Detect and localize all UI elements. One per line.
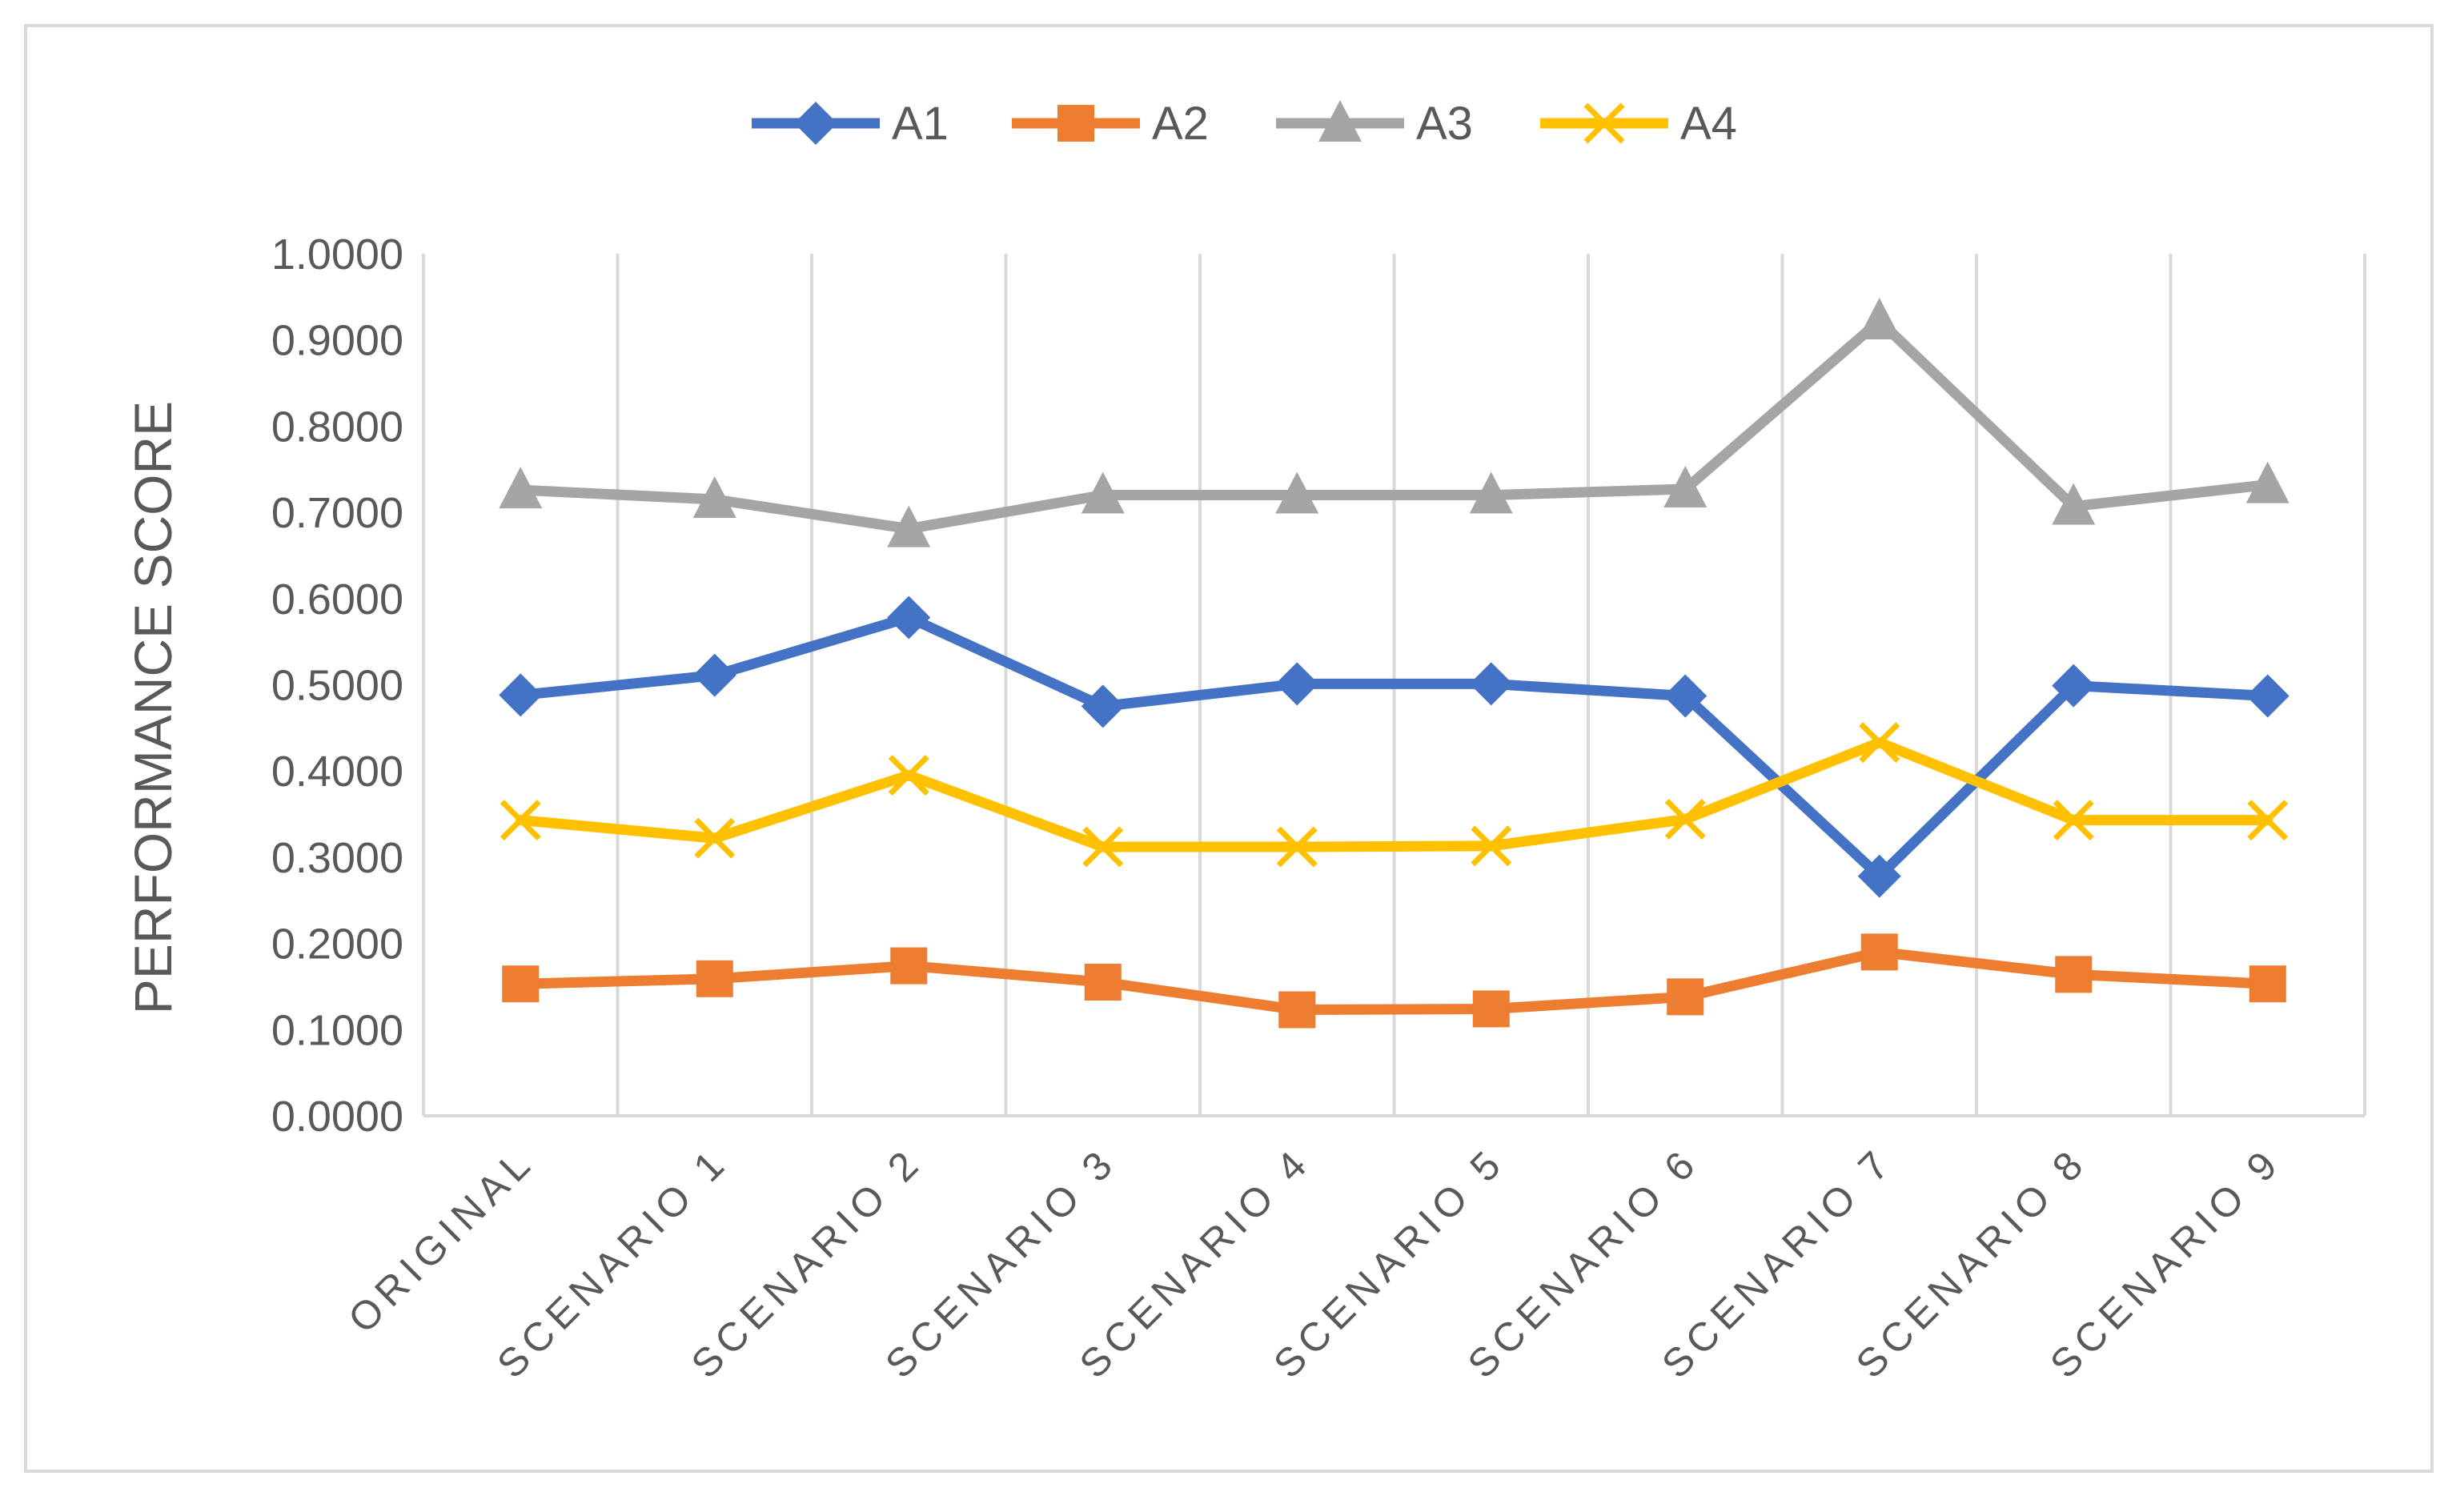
series-a1-point xyxy=(2052,664,2096,708)
series-a2-point xyxy=(1084,964,1122,1001)
y-axis-title: PERFORMANCE SCORE xyxy=(123,401,183,1014)
y-tick-label: 0.7000 xyxy=(271,489,403,537)
series-a3-point xyxy=(499,467,543,509)
series-a4-line xyxy=(515,737,2273,852)
series-a2-point xyxy=(696,960,733,997)
series-a3-point xyxy=(1857,298,1901,340)
series-a2-point xyxy=(2249,965,2286,1003)
series-a2-point xyxy=(1472,990,1510,1028)
series-a3-point xyxy=(1275,471,1319,514)
y-tick-label: 0.6000 xyxy=(271,576,403,624)
y-tick-label: 0.5000 xyxy=(271,662,403,710)
series-a1-point xyxy=(499,673,543,717)
legend: A1 A2 A3 A4 xyxy=(752,98,1737,150)
series-a4-point xyxy=(1664,799,1706,840)
series-layer xyxy=(499,298,2289,1029)
legend-item-a2: A2 xyxy=(1012,98,1209,150)
series-a1-point xyxy=(1081,684,1125,728)
series-a1-point xyxy=(1469,662,1513,706)
series-a3-point xyxy=(2052,483,2096,525)
series-a3-point xyxy=(887,505,931,547)
legend-item-a4: A4 xyxy=(1540,98,1737,150)
series-a1-point xyxy=(1857,854,1901,898)
legend-item-a3: A3 xyxy=(1276,98,1473,150)
series-a3-point xyxy=(692,475,736,518)
series-a4-point xyxy=(500,800,541,841)
series-a1-point xyxy=(1663,674,1708,718)
series-a1-point xyxy=(1275,662,1319,706)
y-tick-label: 0.3000 xyxy=(271,834,403,882)
legend-label-a2: A2 xyxy=(1152,98,1209,150)
x-tick-label: ORIGINAL xyxy=(339,1138,543,1342)
legend-marker-a2 xyxy=(1057,105,1094,142)
legend-item-a1: A1 xyxy=(752,98,949,150)
legend-marker-a1 xyxy=(794,102,837,145)
series-a4-point xyxy=(1082,826,1124,868)
series-a4-point xyxy=(1859,722,1900,764)
legend-label-a4: A4 xyxy=(1680,98,1737,150)
series-a4-point xyxy=(1276,826,1318,868)
y-tick-label: 1.0000 xyxy=(271,231,403,279)
legend-marker-a4 xyxy=(1583,102,1625,144)
chart-frame: 0.0000 0.1000 0.2000 0.3000 0.4000 0.5000 0.60… xyxy=(24,24,2434,1473)
y-tick-label: 0.0000 xyxy=(271,1093,403,1141)
series-a3-point xyxy=(1081,471,1125,514)
legend-marker-a3 xyxy=(1318,100,1362,142)
series-a2-line xyxy=(515,946,2273,1016)
series-a3-point xyxy=(1663,466,1708,508)
legend-label-a1: A1 xyxy=(892,98,949,150)
series-a4-point xyxy=(888,755,929,796)
legend-label-a3: A3 xyxy=(1416,98,1473,150)
series-a2-point xyxy=(502,965,540,1003)
series-a3-point xyxy=(1469,471,1513,514)
series-a2-point xyxy=(1278,991,1316,1029)
series-a1-point xyxy=(887,596,931,640)
y-tick-label: 0.1000 xyxy=(271,1006,403,1054)
series-a2-point xyxy=(1860,933,1898,971)
series-a2-point xyxy=(890,947,928,985)
series-a4-point xyxy=(2053,800,2094,841)
series-a2-point xyxy=(1667,978,1704,1016)
series-a4-point xyxy=(1471,825,1512,867)
series-a4-point xyxy=(2247,800,2289,841)
series-a2-point xyxy=(2055,956,2093,993)
series-a3-point xyxy=(2245,461,2289,503)
series-a4-point xyxy=(694,817,736,859)
y-tick-label: 0.9000 xyxy=(271,317,403,365)
y-tick-label: 0.2000 xyxy=(271,920,403,969)
series-a1-point xyxy=(2245,674,2289,718)
series-a3-line xyxy=(515,315,2273,535)
series-a1-point xyxy=(692,653,736,697)
y-tick-label: 0.8000 xyxy=(271,403,403,451)
line-chart: 0.0000 0.1000 0.2000 0.3000 0.4000 0.5000 0.60… xyxy=(123,98,2366,1387)
y-tick-label: 0.4000 xyxy=(271,748,403,796)
